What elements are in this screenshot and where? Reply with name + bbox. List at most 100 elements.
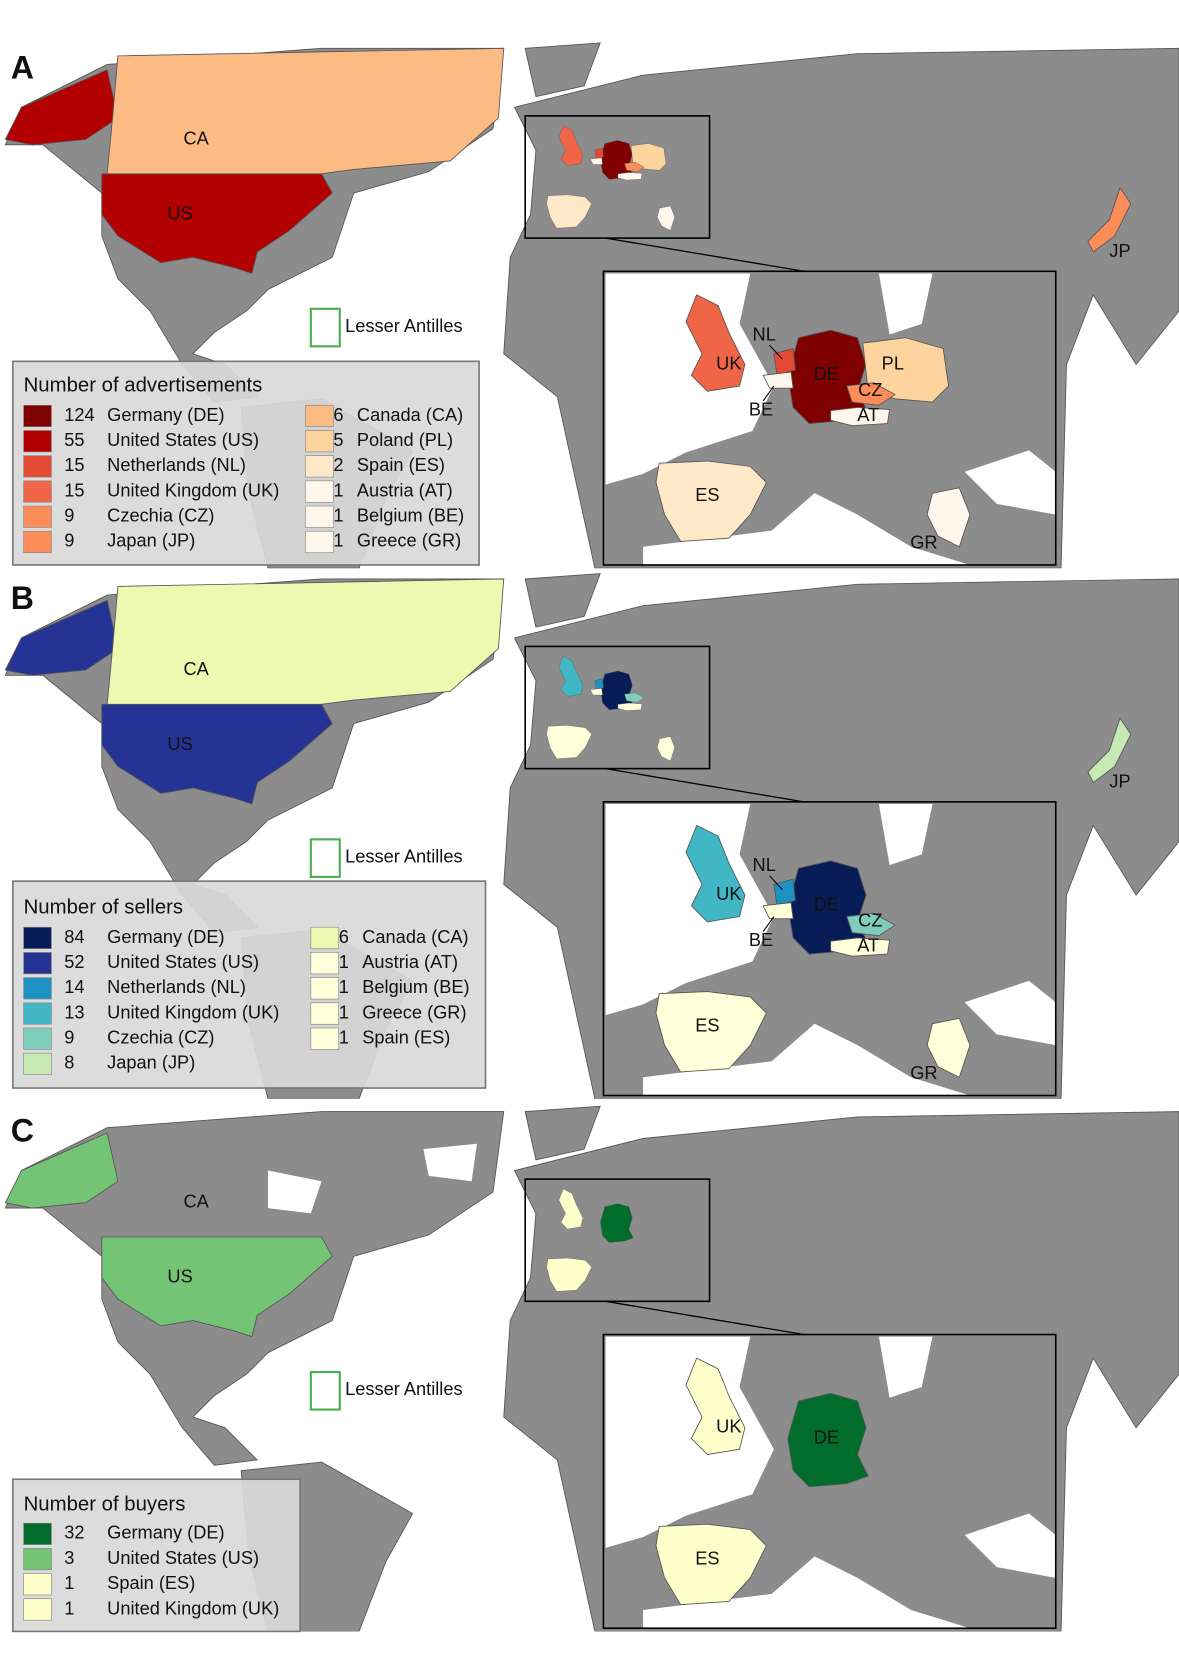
land	[524, 42, 601, 98]
sea	[605, 1336, 774, 1548]
map-label: UK	[716, 353, 741, 373]
country	[624, 162, 645, 172]
legend-country: Germany (DE)	[107, 1523, 224, 1543]
country	[590, 688, 603, 696]
map-label: ES	[695, 1016, 719, 1036]
legend-country: Japan (JP)	[107, 1053, 195, 1073]
country	[926, 487, 971, 548]
legend-count: 55	[64, 430, 84, 450]
panel-letter: C	[11, 1113, 34, 1149]
legend-title: Number of advertisements	[24, 374, 263, 396]
legend-count: 6	[339, 927, 349, 947]
leader	[769, 875, 783, 891]
panel: CA US Lesser Antilles JP NL UK DE CZ BE AT ES GR Num…	[4, 573, 1179, 1099]
leader	[762, 916, 775, 932]
country	[846, 382, 896, 406]
legend-count: 3	[64, 1548, 74, 1568]
legend-title: Number of sellers	[24, 896, 184, 918]
legend-box	[12, 1478, 301, 1633]
legend-count: 1	[333, 506, 343, 526]
inset-frame	[602, 1333, 1057, 1630]
country	[685, 294, 746, 392]
legend-country: Spain (ES)	[357, 455, 445, 475]
legend-country: Austria (AT)	[362, 952, 458, 972]
legend-country: Czechia (CZ)	[107, 506, 214, 526]
map-label: ES	[695, 485, 719, 505]
map-label: CZ	[858, 380, 882, 400]
legend-swatch	[23, 1522, 52, 1545]
legend-country: United States (US)	[107, 430, 259, 450]
legend-country: Germany (DE)	[107, 927, 224, 947]
country	[594, 678, 604, 690]
legend-count: 1	[64, 1573, 74, 1593]
country	[590, 157, 603, 165]
map-label: AT	[857, 935, 879, 955]
map-label: GR	[910, 1063, 937, 1083]
legend-swatch	[310, 926, 340, 950]
legend-swatch	[23, 455, 52, 478]
legend-count: 52	[64, 952, 84, 972]
sea	[964, 450, 1056, 515]
map-label: US	[167, 203, 192, 223]
country	[657, 205, 675, 231]
country	[558, 125, 584, 167]
legend-country: Spain (ES)	[362, 1028, 450, 1048]
country	[617, 702, 643, 711]
panel-letter: A	[11, 49, 34, 85]
legend-country: Greece (GR)	[357, 531, 461, 551]
legend-swatch	[305, 430, 334, 453]
map: CA US Lesser Antilles UK DE ES	[4, 1105, 1179, 1632]
legend-count: 1	[339, 952, 349, 972]
country	[1087, 186, 1132, 253]
legend-swatch	[310, 1027, 340, 1050]
legend-country: Greece (GR)	[362, 1002, 466, 1022]
country	[655, 1523, 767, 1606]
map-label: US	[167, 1267, 192, 1287]
legend-count: 9	[64, 1028, 74, 1048]
legend-swatch	[23, 1573, 52, 1596]
country	[546, 725, 592, 759]
country	[830, 406, 891, 427]
legend-count: 2	[333, 455, 343, 475]
map-label: NL	[753, 855, 776, 875]
legend-country: Japan (JP)	[107, 531, 195, 551]
country	[685, 824, 746, 923]
country	[762, 371, 794, 389]
sea	[643, 1023, 970, 1096]
country	[558, 1188, 584, 1230]
legend-swatch	[310, 952, 340, 975]
country	[4, 599, 119, 676]
inset-frame	[602, 270, 1057, 566]
legend-swatch	[23, 952, 52, 975]
legend-country: Germany (DE)	[107, 405, 224, 425]
map-label: JP	[1109, 771, 1130, 791]
sea	[605, 273, 774, 485]
country	[101, 173, 333, 274]
map-label: UK	[716, 1417, 741, 1437]
legend-country: Belgium (BE)	[362, 977, 469, 997]
legend-swatch	[310, 977, 340, 1000]
legend-country: United Kingdom (UK)	[107, 480, 279, 500]
antilles-box	[309, 838, 341, 878]
legend-count: 1	[339, 1028, 349, 1048]
inset-frame	[524, 115, 711, 239]
legend-count: 15	[64, 455, 84, 475]
legend-swatch	[305, 404, 334, 428]
country	[1087, 717, 1132, 784]
sea	[964, 980, 1056, 1046]
small-inset	[546, 125, 675, 231]
connector	[605, 237, 804, 272]
antilles-box	[309, 307, 341, 348]
country	[546, 1257, 592, 1292]
country	[617, 172, 643, 181]
legend-country: Netherlands (NL)	[107, 977, 246, 997]
legend-count: 1	[333, 480, 343, 500]
map-label: BE	[749, 399, 773, 419]
panel: CA US Lesser Antilles UK DE ES Number of buyer…	[4, 1105, 1179, 1633]
country	[655, 460, 767, 542]
country	[830, 937, 891, 957]
map-label: NL	[753, 324, 776, 344]
legend-swatch	[23, 430, 52, 453]
legend-swatch	[23, 404, 52, 428]
